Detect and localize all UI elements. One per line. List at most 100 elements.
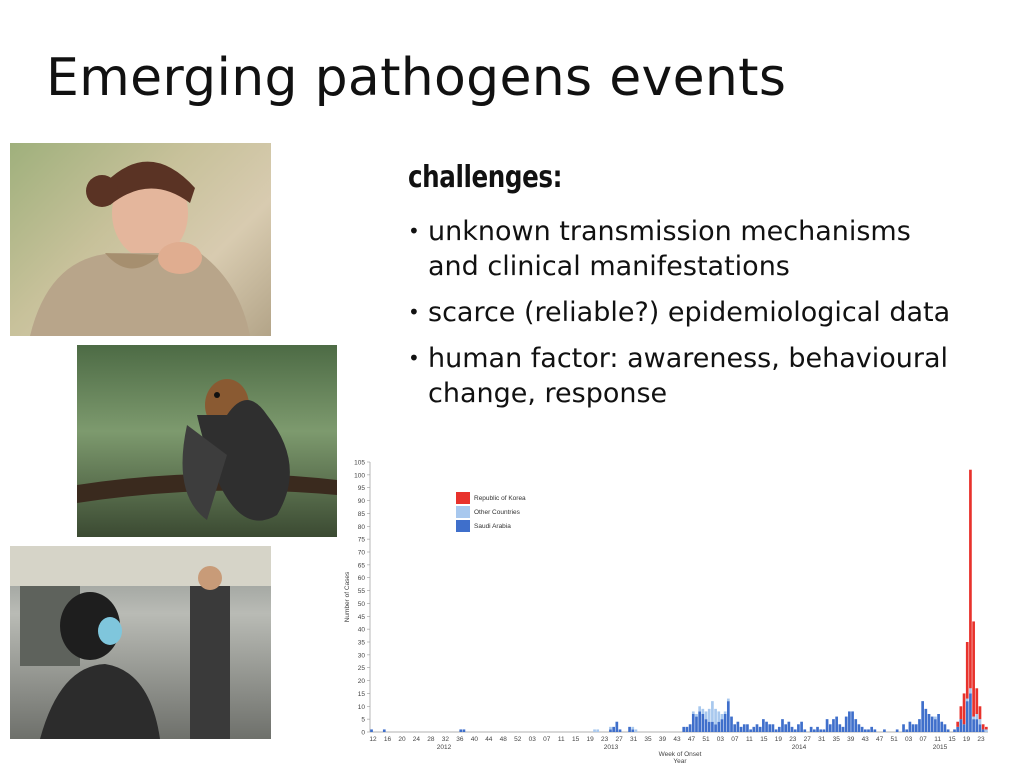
chart-svg: 0 5 10 15 20 25 30 35 40 45 50 55 60 65 70 75 80 85 90 95 10… (344, 460, 988, 765)
bar-other-countries (934, 716, 937, 720)
bar-saudi-arabia (914, 724, 918, 732)
bar-saudi-arabia (930, 716, 934, 732)
year-label: 2014 (792, 744, 807, 751)
bar-saudi-arabia (746, 724, 749, 732)
photo-subway-passenger (10, 546, 271, 739)
bullet-data: scarce (reliable?) epidemiological data (408, 295, 968, 330)
bar-saudi-arabia (911, 724, 915, 732)
bar-republic-of-korea (972, 621, 975, 717)
bar-other-countries (698, 706, 701, 712)
bar-saudi-arabia (695, 716, 698, 732)
bar-other-countries (701, 708, 705, 714)
week-label: 31 (630, 736, 638, 743)
bar-saudi-arabia (714, 724, 717, 732)
week-label: 20 (398, 736, 406, 743)
legend-label: Republic of Korea (474, 495, 526, 502)
week-label: 03 (905, 736, 913, 743)
year-label: 2015 (933, 744, 948, 751)
week-label: 15 (760, 736, 768, 743)
bar-saudi-arabia (691, 714, 695, 732)
week-label: 15 (948, 736, 956, 743)
bar-other-countries (634, 729, 638, 732)
bar-saudi-arabia (873, 729, 877, 732)
bar-saudi-arabia (704, 719, 708, 732)
bar-other-countries (691, 711, 695, 714)
bar-saudi-arabia (841, 726, 845, 732)
bar-saudi-arabia (707, 721, 711, 732)
bar-saudi-arabia (934, 719, 937, 732)
bar-saudi-arabia (631, 729, 635, 732)
bar-saudi-arabia (937, 714, 940, 732)
bar-saudi-arabia (711, 721, 714, 732)
bar-saudi-arabia (774, 729, 778, 732)
y-tick-label: 20 (358, 678, 366, 685)
bar-saudi-arabia (851, 711, 854, 732)
bar-saudi-arabia (825, 719, 829, 732)
bar-saudi-arabia (752, 726, 756, 732)
week-label: 39 (847, 736, 855, 743)
bar-saudi-arabia (730, 716, 733, 732)
bar-saudi-arabia (940, 721, 944, 732)
bar-republic-of-korea (985, 726, 988, 730)
bar-saudi-arabia (860, 726, 864, 732)
week-label: 11 (746, 736, 753, 743)
bar-saudi-arabia (720, 719, 724, 732)
week-label: 23 (789, 736, 797, 743)
bar-saudi-arabia (733, 724, 737, 732)
bar-saudi-arabia (749, 729, 752, 732)
bar-saudi-arabia (975, 719, 979, 732)
y-tick-label: 75 (358, 537, 366, 544)
bar-other-countries (609, 726, 612, 730)
y-tick-label: 45 (358, 614, 366, 621)
bar-saudi-arabia (781, 719, 784, 732)
bar-saudi-arabia (848, 711, 851, 732)
week-label: 51 (702, 736, 710, 743)
week-label: 32 (442, 736, 450, 743)
bar-saudi-arabia (628, 726, 631, 732)
y-axis-label: Number of Cases (344, 571, 351, 622)
bar-other-countries (631, 726, 635, 730)
bar-saudi-arabia (844, 716, 848, 732)
year-label: 2013 (604, 744, 619, 751)
bar-other-countries (726, 698, 730, 702)
y-tick-label: 70 (358, 550, 366, 557)
bar-saudi-arabia (688, 724, 692, 732)
year-label: 2012 (437, 744, 452, 751)
bar-other-countries (695, 714, 698, 717)
bar-other-countries (723, 711, 727, 714)
y-tick-label: 40 (358, 627, 366, 634)
bar-saudi-arabia (822, 729, 826, 732)
bar-saudi-arabia (793, 729, 797, 732)
bar-saudi-arabia (908, 721, 912, 732)
y-tick-label: 85 (358, 511, 366, 518)
week-label: 43 (862, 736, 870, 743)
bar-saudi-arabia (828, 724, 832, 732)
week-label: 31 (818, 736, 826, 743)
bar-saudi-arabia (739, 726, 743, 732)
y-tick-label: 105 (354, 460, 365, 467)
bar-saudi-arabia (698, 711, 701, 732)
bar-other-countries (596, 729, 600, 732)
y-tick-label: 55 (358, 588, 366, 595)
bar-saudi-arabia (800, 721, 803, 732)
bar-republic-of-korea (978, 706, 982, 720)
y-tick-label: 100 (354, 472, 365, 479)
week-label: 23 (977, 736, 985, 743)
legend-label: Other Countries (474, 509, 521, 516)
bar-republic-of-korea (969, 469, 972, 689)
week-label: 07 (731, 736, 739, 743)
bar-other-countries (707, 708, 711, 722)
y-tick-label: 10 (358, 704, 366, 711)
bar-saudi-arabia (902, 724, 905, 732)
bullet-transmission: unknown transmission mechanisms and clin… (408, 214, 968, 284)
week-label: 27 (615, 736, 623, 743)
bar-saudi-arabia (682, 726, 686, 732)
bar-saudi-arabia (765, 721, 768, 732)
week-label: 11 (558, 736, 565, 743)
week-label: 51 (891, 736, 899, 743)
challenges-heading: challenges: (408, 160, 563, 195)
bar-saudi-arabia (758, 726, 762, 732)
bar-saudi-arabia (755, 724, 759, 732)
bar-other-countries (714, 708, 717, 725)
bar-republic-of-korea (956, 721, 960, 727)
